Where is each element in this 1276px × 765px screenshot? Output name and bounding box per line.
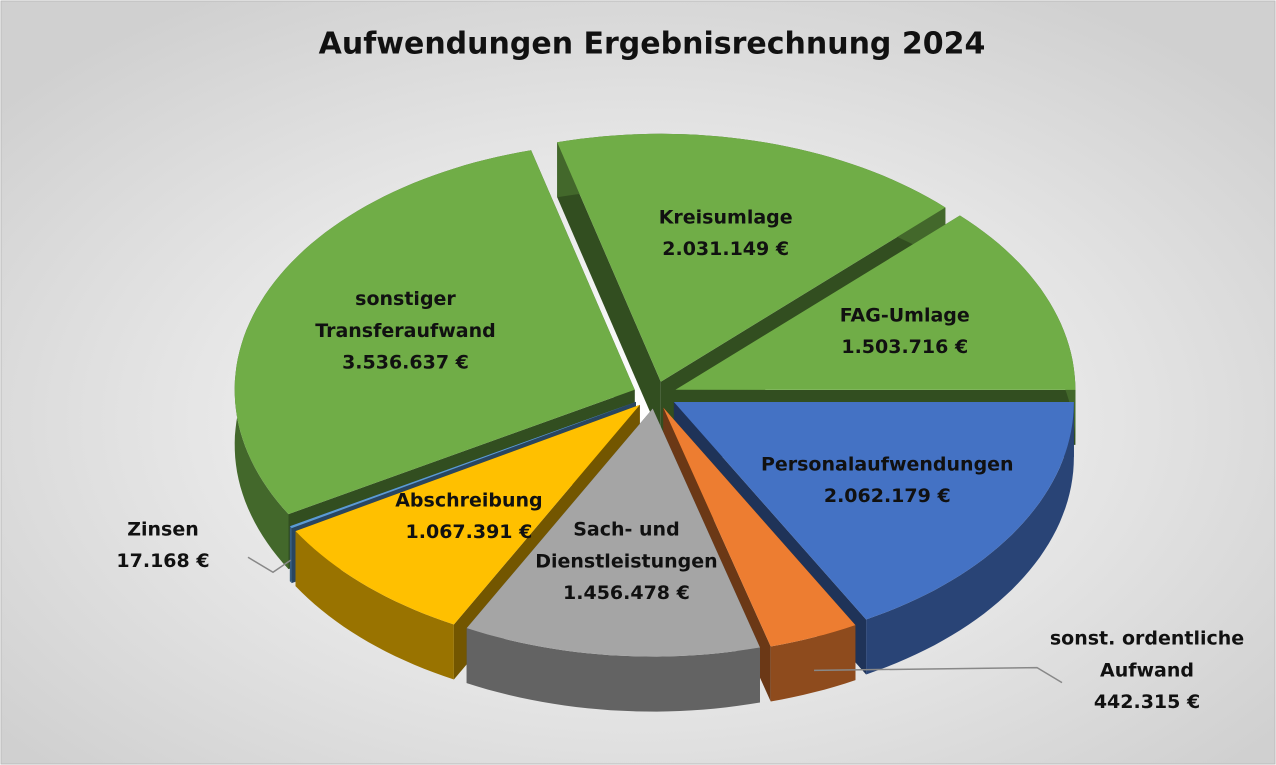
slice-wall bbox=[466, 628, 760, 712]
value-label: 1.503.716 € bbox=[841, 336, 968, 358]
slice bbox=[663, 407, 856, 647]
slice-side bbox=[557, 142, 661, 437]
slice-wall bbox=[770, 625, 856, 702]
slice bbox=[289, 401, 636, 529]
category-label: Personalaufwendungen bbox=[761, 453, 1014, 475]
slice bbox=[675, 215, 1076, 390]
category-label: FAG-Umlage bbox=[840, 304, 970, 326]
category-label: Zinsen bbox=[127, 518, 199, 540]
slice bbox=[557, 133, 946, 382]
category-label: sonst. ordentliche Aufwand bbox=[1050, 627, 1244, 681]
category-label: Abschreibung bbox=[395, 489, 542, 511]
slice-wall bbox=[866, 402, 1074, 675]
value-label: 1.067.391 € bbox=[406, 521, 533, 543]
slice bbox=[234, 150, 635, 515]
slice bbox=[673, 402, 1074, 620]
slice bbox=[466, 408, 760, 712]
slice bbox=[466, 408, 760, 657]
category-label: sonstiger Transferaufwand bbox=[315, 288, 496, 342]
value-label: 1.456.478 € bbox=[563, 582, 690, 604]
leader-line bbox=[247, 556, 292, 574]
value-label: 2.031.149 € bbox=[662, 238, 789, 260]
slice-wall bbox=[295, 531, 454, 680]
leader-line bbox=[814, 666, 1063, 684]
value-label: 3.536.637 € bbox=[342, 352, 469, 374]
chart-title: Aufwendungen Ergebnisrechnung 2024 bbox=[319, 27, 986, 62]
slice-wall bbox=[289, 526, 292, 584]
category-label: Kreisumlage bbox=[659, 206, 793, 228]
category-label: Sach- und Dienstleistungen bbox=[535, 518, 717, 572]
slice bbox=[295, 404, 640, 625]
value-label: 2.062.179 € bbox=[824, 485, 951, 507]
value-label: 442.315 € bbox=[1094, 691, 1200, 713]
value-label: 17.168 € bbox=[116, 550, 209, 572]
